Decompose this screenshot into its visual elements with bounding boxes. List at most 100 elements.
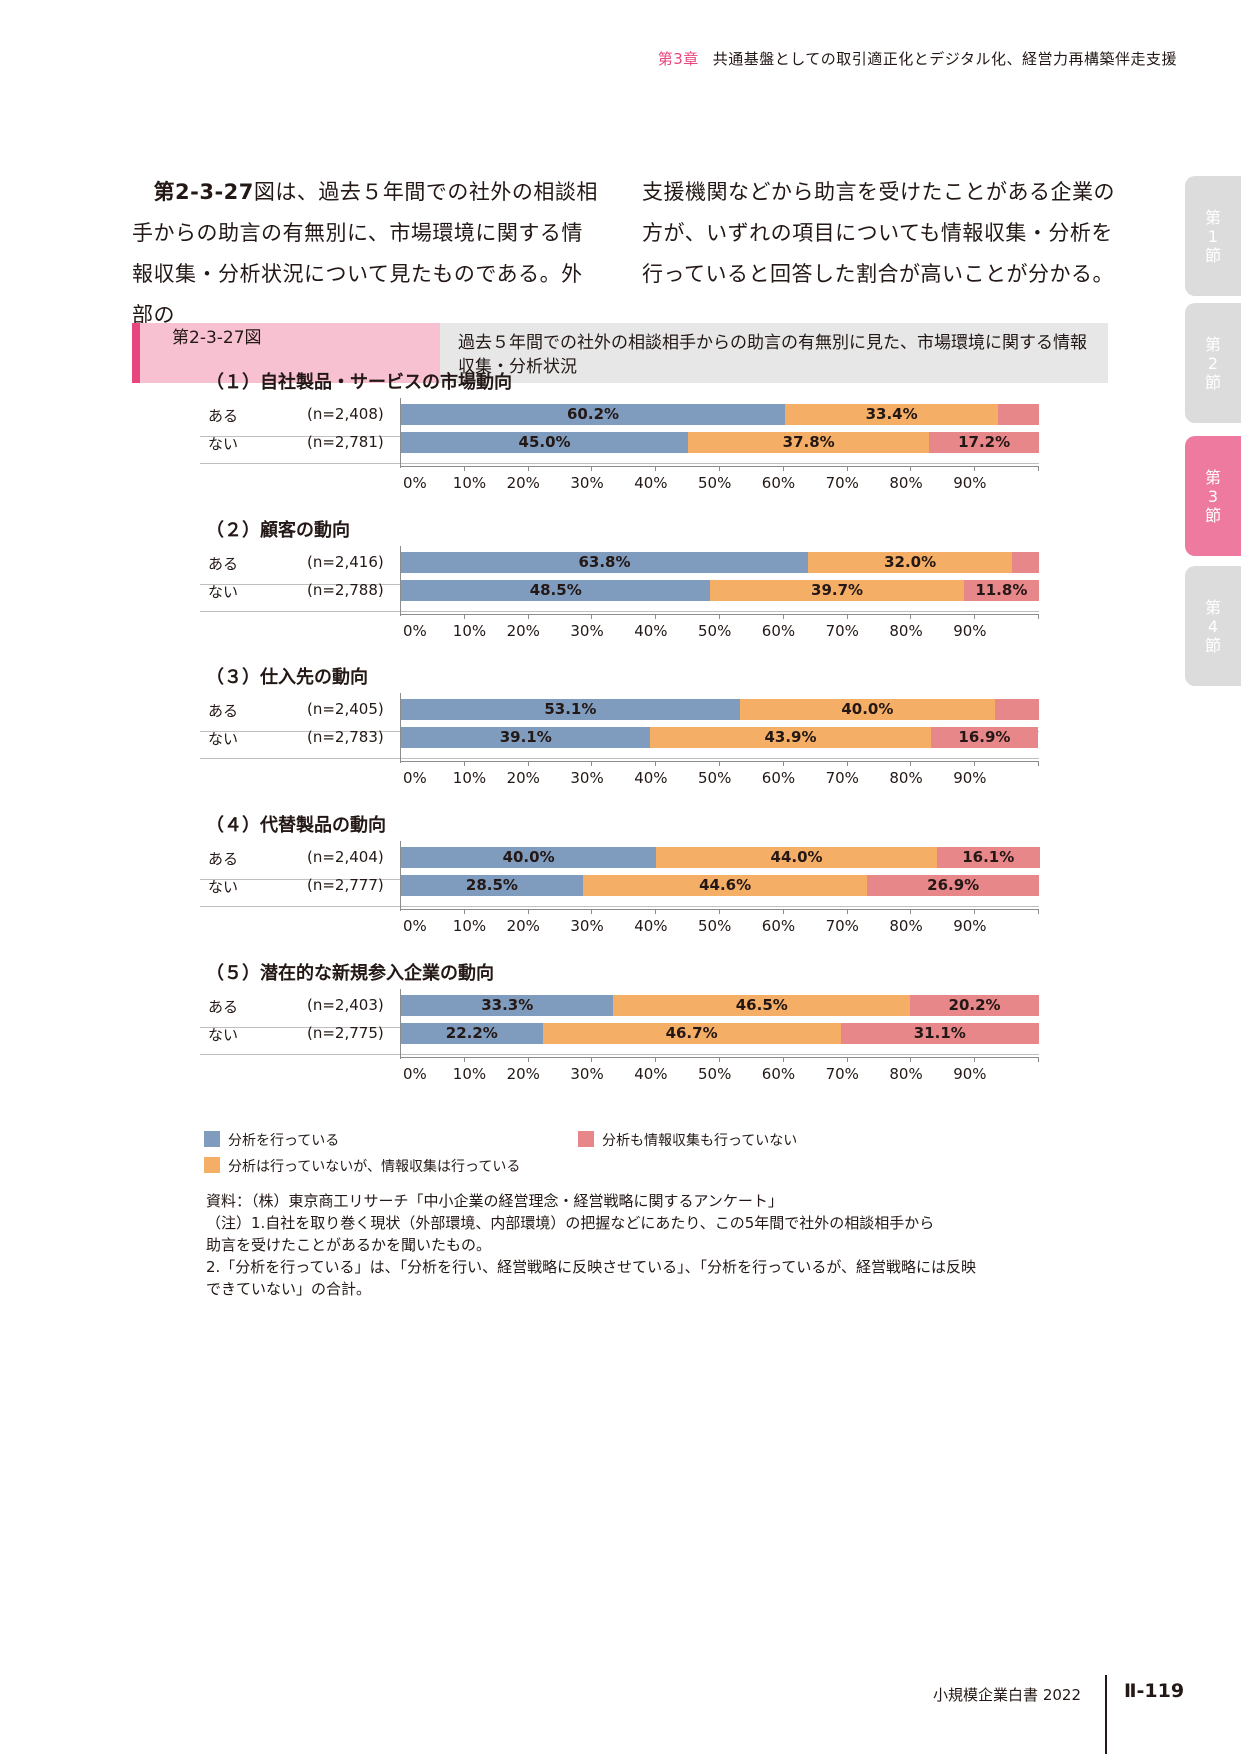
x-tick — [591, 614, 593, 619]
seg-collect — [582, 875, 868, 896]
seg-none — [867, 875, 1039, 896]
x-tick — [527, 614, 529, 619]
x-tick — [463, 466, 465, 471]
x-tick-label: 20% — [506, 622, 540, 640]
data-label: 31.1% — [913, 1024, 966, 1042]
seg-none — [1012, 552, 1039, 573]
seg-analysis — [401, 1023, 543, 1044]
data-label: 20.2% — [948, 996, 1001, 1014]
data-label: 16.9% — [958, 728, 1011, 746]
data-label: 40.0% — [502, 848, 555, 866]
x-tick-label: 60% — [761, 769, 796, 787]
data-label: 43.9% — [764, 728, 817, 746]
data-label: 48.5% — [529, 581, 582, 599]
row-category-label: ない — [208, 1026, 239, 1044]
y-axis — [400, 989, 401, 1059]
seg-none — [840, 1023, 1039, 1044]
row-separator — [200, 611, 1039, 612]
x-tick-label: 30% — [570, 769, 604, 787]
seg-analysis — [401, 699, 740, 720]
y-axis — [400, 546, 401, 616]
seg-collect — [613, 995, 911, 1016]
panel-title: （１）自社製品・サービスの市場動向 — [206, 372, 512, 393]
legend-label: 分析を行っている — [228, 1133, 340, 1149]
x-tick-label: 70% — [825, 474, 859, 492]
row-sample-size: (n=2,405) — [307, 700, 384, 718]
footer-title: 小規模企業白書 2022 — [933, 1686, 1081, 1704]
x-tick-label: 30% — [570, 1065, 604, 1083]
x-tick-label: 20% — [506, 1065, 540, 1083]
figure-header: 第2-3-27図 過去５年間での社外の相談相手からの助言の有無別に見た、市場環境… — [132, 323, 1108, 383]
legend-swatch — [578, 1131, 594, 1147]
seg-none — [936, 847, 1040, 868]
data-label: 33.3% — [481, 996, 534, 1014]
data-label: 16.1% — [962, 848, 1015, 866]
x-tick-label: 70% — [825, 622, 859, 640]
data-label: 37.8% — [782, 433, 835, 451]
seg-collect — [739, 699, 995, 720]
x-tick-label: 80% — [889, 474, 923, 492]
row-category-label: ない — [208, 435, 239, 453]
x-tick — [463, 1057, 465, 1062]
page-number: Ⅱ-119 — [1124, 1680, 1185, 1702]
row-sample-size: (n=2,775) — [307, 1024, 384, 1042]
row-sample-size: (n=2,404) — [307, 848, 384, 866]
data-label: 40.0% — [841, 700, 894, 718]
data-label: 60.2% — [567, 405, 620, 423]
x-tick-label: 40% — [634, 917, 668, 935]
x-tick-label: 50% — [698, 474, 732, 492]
data-label: 45.0% — [518, 433, 571, 451]
row-category-label: ある — [208, 407, 239, 425]
tab-section-1-label: 第1節 — [1204, 207, 1221, 265]
x-tick — [719, 909, 720, 914]
x-tick — [463, 909, 465, 914]
x-tick-label: 40% — [634, 769, 668, 787]
x-tick-label: 20% — [506, 917, 540, 935]
body-text-right: 支援機関などから助言を受けたことがある企業の方が、いずれの項目についても情報収集… — [642, 180, 1115, 286]
data-label: 22.2% — [445, 1024, 498, 1042]
seg-analysis — [401, 847, 657, 868]
row-category-label: ある — [208, 702, 239, 720]
x-tick-label: 0% — [403, 769, 427, 787]
seg-none — [963, 580, 1039, 601]
x-tick — [719, 614, 720, 619]
x-tick — [655, 909, 657, 914]
seg-analysis — [401, 875, 583, 896]
x-tick — [974, 761, 976, 766]
x-tick — [782, 466, 784, 471]
x-tick-label: 50% — [698, 769, 732, 787]
x-tick-label: 80% — [889, 917, 923, 935]
seg-analysis — [401, 995, 614, 1016]
row-category-label: ない — [208, 583, 239, 601]
x-tick — [655, 1057, 657, 1062]
x-tick-label: 10% — [452, 622, 487, 640]
row-separator — [200, 1054, 1039, 1055]
x-tick-label: 90% — [953, 474, 987, 492]
x-tick — [910, 1057, 912, 1062]
y-axis — [400, 398, 401, 468]
tab-section-3[interactable]: 第3節 — [1185, 436, 1241, 556]
legend-swatch — [204, 1157, 220, 1173]
x-tick — [846, 466, 848, 471]
x-tick — [846, 1057, 848, 1062]
seg-collect — [785, 404, 999, 425]
row-category-label: ある — [208, 850, 239, 868]
tab-section-1[interactable]: 第1節 — [1185, 176, 1241, 296]
seg-collect — [656, 847, 937, 868]
x-tick — [463, 614, 465, 619]
x-tick — [846, 614, 848, 619]
tab-section-3-label: 第3節 — [1204, 467, 1221, 525]
x-tick-label: 60% — [761, 1065, 796, 1083]
tab-section-2[interactable]: 第2節 — [1185, 303, 1241, 423]
x-tick — [910, 614, 912, 619]
seg-collect — [542, 1023, 841, 1044]
seg-analysis — [401, 552, 809, 573]
data-label: 33.4% — [865, 405, 918, 423]
row-sample-size: (n=2,777) — [307, 876, 384, 894]
x-tick — [655, 761, 657, 766]
data-label: 44.6% — [699, 876, 752, 894]
x-tick — [527, 909, 529, 914]
x-tick — [974, 614, 976, 619]
data-label: 39.7% — [811, 581, 864, 599]
tab-section-4[interactable]: 第4節 — [1185, 566, 1241, 686]
